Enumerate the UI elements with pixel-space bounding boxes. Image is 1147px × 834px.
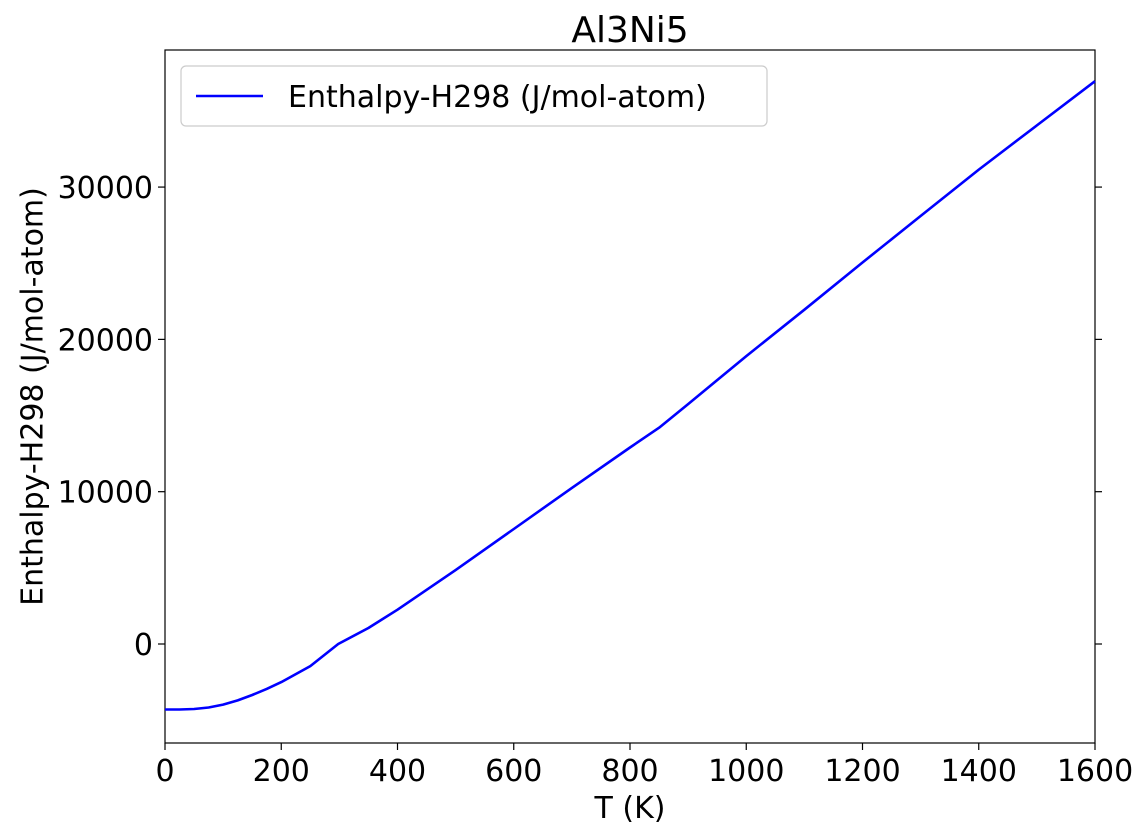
series-layer bbox=[165, 80, 1096, 711]
y-tick-label: 10000 bbox=[58, 476, 153, 511]
x-tick-label: 1200 bbox=[824, 754, 900, 789]
y-tick-label: 0 bbox=[134, 628, 153, 663]
x-tick-label: 0 bbox=[155, 754, 174, 789]
legend-box bbox=[180, 65, 768, 127]
x-tick-label: 1000 bbox=[708, 754, 784, 789]
plot-area bbox=[164, 49, 1096, 744]
x-tick-label: 1600 bbox=[1057, 754, 1133, 789]
x-tick-label: 400 bbox=[369, 754, 426, 789]
ticks: 0 200 400 600 800 1000 1200 1400 1600 0 10000 20000… bbox=[58, 171, 1134, 789]
series-line bbox=[165, 80, 1096, 711]
x-tick-label: 200 bbox=[253, 754, 310, 789]
plot-frame bbox=[164, 49, 1096, 744]
x-tick-label: 1400 bbox=[941, 754, 1017, 789]
x-axis-title: T (K) bbox=[594, 791, 666, 826]
y-axis-title: Enthalpy-H298 (J/mol-atom) bbox=[16, 187, 51, 606]
legend: Enthalpy-H298 (J/mol-atom) bbox=[180, 65, 768, 127]
chart-title: Al3Ni5 bbox=[571, 10, 688, 51]
y-tick-label: 30000 bbox=[58, 171, 153, 206]
x-tick-label: 800 bbox=[601, 754, 658, 789]
y-tick-label: 20000 bbox=[58, 323, 153, 358]
legend-entry-label: Enthalpy-H298 (J/mol-atom) bbox=[288, 80, 707, 115]
x-tick-label: 600 bbox=[485, 754, 542, 789]
